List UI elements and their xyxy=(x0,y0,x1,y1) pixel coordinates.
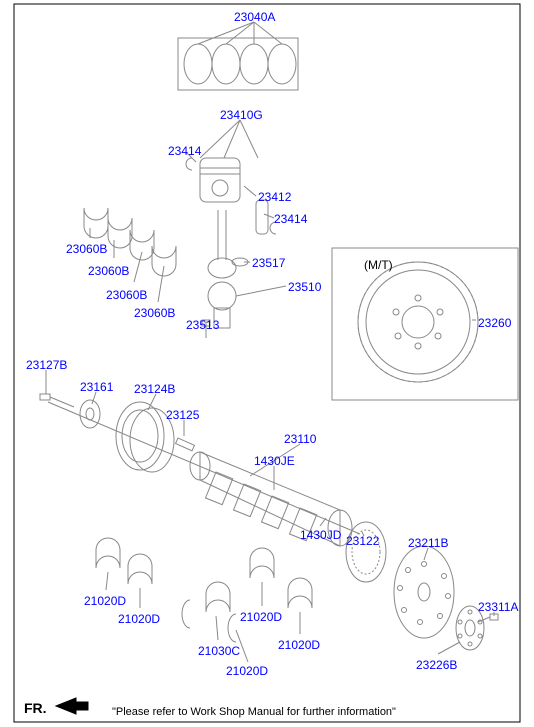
label-23510: 23510 xyxy=(288,280,321,294)
label-23125: 23125 xyxy=(166,408,199,422)
label-23211B: 23211B xyxy=(408,536,448,550)
label-21020D-2: 21020D xyxy=(118,612,160,626)
fr-arrow xyxy=(56,698,88,714)
label-23260: 23260 xyxy=(478,316,511,330)
label-23060B-1: 23060B xyxy=(66,242,107,256)
label-MT: (M/T) xyxy=(364,258,393,272)
label-23414-right: 23414 xyxy=(274,212,307,226)
label-21020D-4: 21020D xyxy=(278,638,320,652)
label-21020D-5: 21020D xyxy=(226,664,268,678)
label-23311A: 23311A xyxy=(478,600,518,614)
label-1430JD: 1430JD xyxy=(300,528,341,542)
footer-note: "Please refer to Work Shop Manual for fu… xyxy=(112,706,396,718)
label-21020D-1: 21020D xyxy=(84,594,126,608)
label-23060B-3: 23060B xyxy=(106,288,147,302)
label-21020D-3: 21020D xyxy=(240,610,282,624)
fr-label: FR. xyxy=(24,700,47,716)
label-23127B: 23127B xyxy=(26,358,67,372)
label-23226B: 23226B xyxy=(416,658,457,672)
label-23414-left: 23414 xyxy=(168,144,201,158)
label-23124B: 23124B xyxy=(134,382,175,396)
label-23410G: 23410G xyxy=(220,108,263,122)
label-1430JE: 1430JE xyxy=(254,454,295,468)
label-23060B-2: 23060B xyxy=(88,264,129,278)
label-23122: 23122 xyxy=(346,534,379,548)
label-23513: 23513 xyxy=(186,318,219,332)
label-23110: 23110 xyxy=(284,432,316,446)
label-23412: 23412 xyxy=(258,190,291,204)
label-23161: 23161 xyxy=(80,380,113,394)
label-23517: 23517 xyxy=(252,256,285,270)
label-23040A: 23040A xyxy=(234,10,275,24)
label-23060B-4: 23060B xyxy=(134,306,175,320)
label-21030C: 21030C xyxy=(198,644,240,658)
